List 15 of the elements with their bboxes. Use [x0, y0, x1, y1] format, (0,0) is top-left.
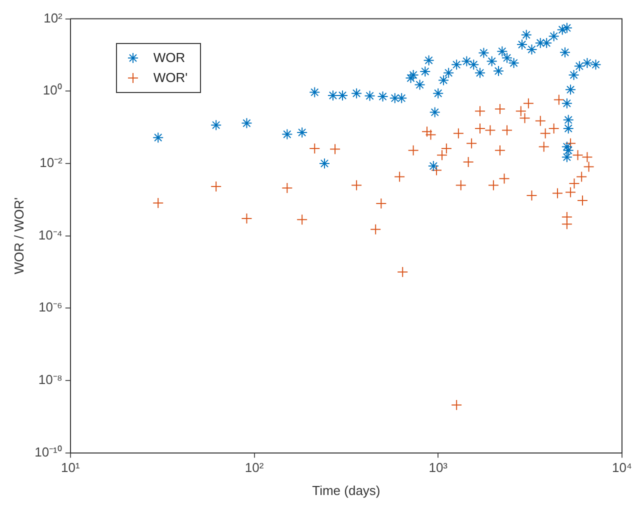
y-tick-label: 10⁻¹⁰ [34, 444, 62, 460]
x-axis-title: Time (days) [312, 482, 380, 498]
y-tick-label: 10⁻² [40, 155, 64, 170]
legend-label: WOR' [153, 68, 188, 87]
y-tick-label: 10² [44, 10, 64, 26]
y-tick-label: 10⁻⁴ [38, 227, 62, 242]
x-tick-label: 10² [244, 460, 264, 476]
legend-label: WOR [153, 48, 186, 67]
y-tick-label: 10⁻⁸ [38, 372, 62, 388]
y-tick-label: 10⁻⁶ [38, 300, 62, 315]
y-tick-label: 10⁰ [42, 82, 62, 98]
y-axis-title: WOR / WOR' [11, 197, 26, 274]
x-tick-label: 10¹ [60, 460, 80, 476]
x-tick-label: 10³ [428, 460, 448, 476]
x-tick-label: 10⁴ [612, 460, 632, 476]
